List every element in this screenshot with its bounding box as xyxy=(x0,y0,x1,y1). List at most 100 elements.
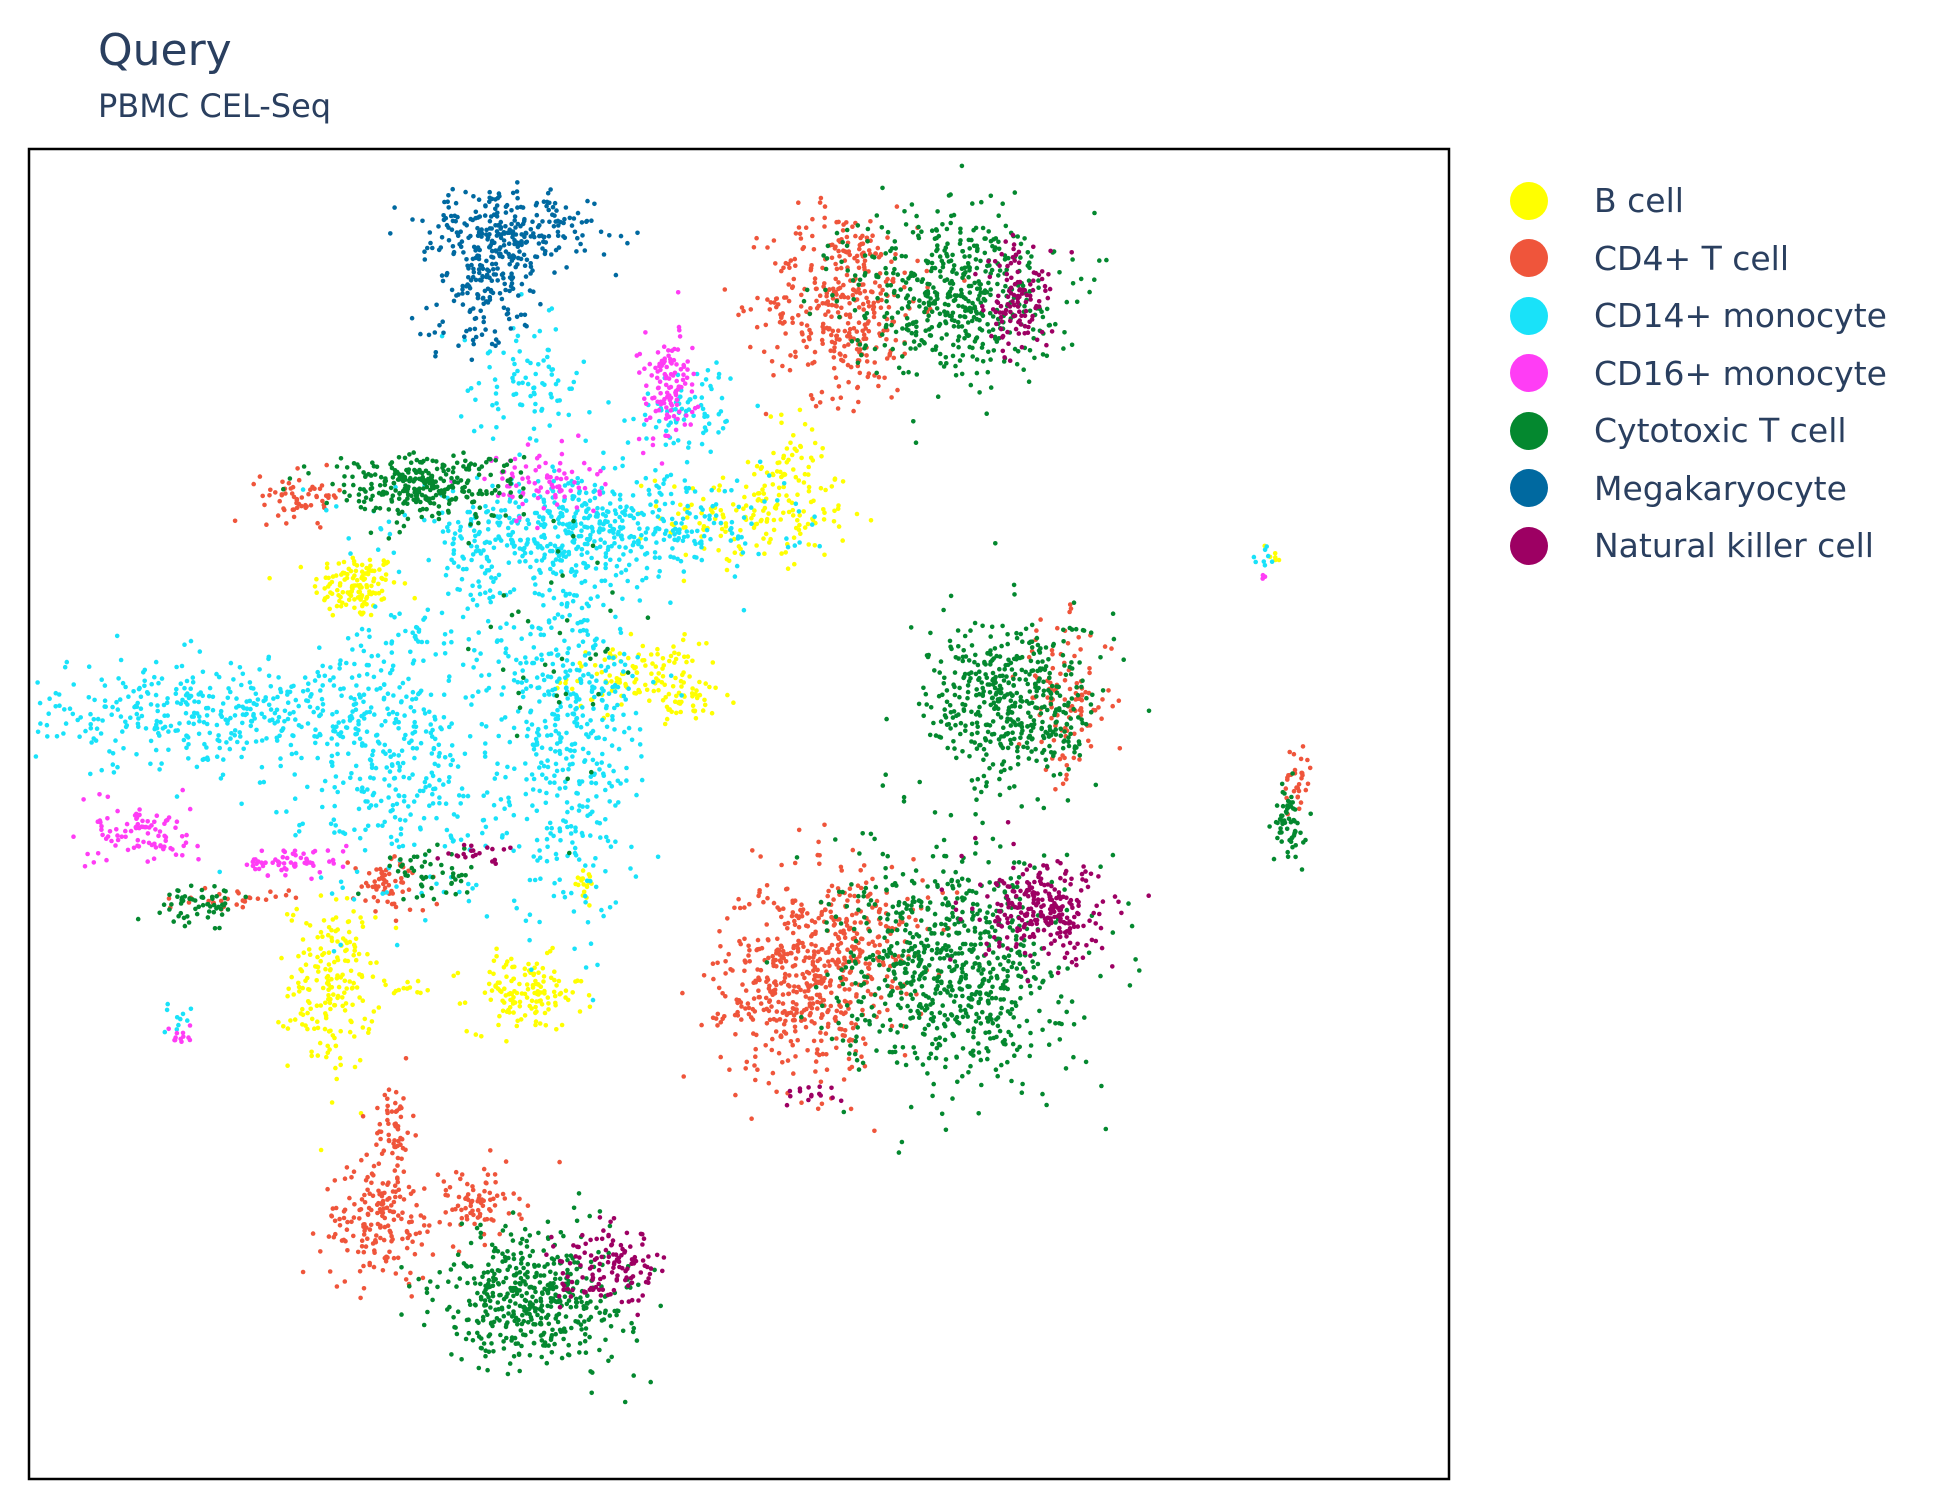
data-point xyxy=(583,565,589,570)
data-point xyxy=(305,975,310,981)
data-point xyxy=(576,490,582,496)
data-point xyxy=(165,817,170,823)
data-point xyxy=(352,1034,357,1039)
data-point xyxy=(681,372,686,378)
data-point xyxy=(391,1199,397,1205)
data-point xyxy=(255,697,261,702)
data-point xyxy=(248,706,253,712)
data-point xyxy=(609,743,615,748)
data-point xyxy=(317,645,322,650)
data-point xyxy=(850,278,856,283)
data-point xyxy=(610,714,615,719)
data-point xyxy=(361,1286,367,1291)
data-point xyxy=(1262,563,1268,568)
data-point xyxy=(157,829,163,834)
data-point xyxy=(503,1159,509,1164)
data-point xyxy=(364,1225,369,1230)
data-point xyxy=(351,559,357,564)
data-point xyxy=(699,557,705,563)
data-point xyxy=(765,245,770,250)
data-point xyxy=(549,625,554,630)
data-point xyxy=(718,508,724,513)
data-point xyxy=(491,579,496,585)
data-point xyxy=(514,990,520,996)
data-point xyxy=(393,484,398,490)
data-point xyxy=(780,992,786,997)
data-point xyxy=(830,328,836,334)
data-point xyxy=(346,929,352,935)
data-point xyxy=(716,411,722,417)
data-point xyxy=(197,718,202,724)
data-point xyxy=(501,350,506,356)
data-point xyxy=(806,335,812,340)
data-point xyxy=(649,671,654,676)
data-point xyxy=(311,850,316,855)
data-point xyxy=(524,733,530,739)
data-point xyxy=(400,880,406,885)
data-point xyxy=(842,935,848,941)
data-point xyxy=(383,572,389,577)
data-point xyxy=(612,727,617,732)
data-point xyxy=(1062,755,1067,761)
data-point xyxy=(331,992,336,997)
data-point xyxy=(826,950,831,955)
data-point xyxy=(71,834,76,839)
data-point xyxy=(720,991,725,996)
data-point xyxy=(790,1006,796,1011)
data-point xyxy=(763,322,769,328)
data-point xyxy=(182,685,187,691)
data-point xyxy=(829,332,834,338)
data-point xyxy=(281,1024,286,1029)
data-point xyxy=(586,537,591,543)
data-point xyxy=(850,847,856,853)
data-point xyxy=(566,412,572,418)
data-point xyxy=(815,949,821,955)
data-point xyxy=(324,1054,329,1060)
data-point xyxy=(809,1005,815,1011)
data-point xyxy=(373,803,379,808)
data-point xyxy=(285,716,291,722)
data-point xyxy=(350,709,355,714)
data-point xyxy=(852,893,857,899)
data-point xyxy=(796,313,801,318)
data-point xyxy=(525,381,531,387)
data-point xyxy=(775,936,780,942)
data-point xyxy=(546,364,552,370)
data-point xyxy=(474,657,480,663)
data-point xyxy=(247,680,253,685)
data-point xyxy=(1087,670,1092,676)
data-point xyxy=(594,671,600,677)
data-point xyxy=(443,1187,449,1193)
data-point xyxy=(447,775,452,780)
data-point xyxy=(545,354,550,360)
data-point xyxy=(774,1009,780,1014)
data-point xyxy=(466,881,471,887)
data-point xyxy=(831,348,837,354)
data-point xyxy=(603,787,608,793)
data-point xyxy=(105,816,110,821)
data-point xyxy=(323,1000,328,1006)
data-point xyxy=(656,687,661,693)
data-point xyxy=(232,728,238,733)
data-point xyxy=(490,436,496,442)
data-point xyxy=(1058,671,1063,677)
data-point xyxy=(743,503,749,508)
data-point xyxy=(884,974,890,979)
data-point xyxy=(378,1235,383,1241)
data-point xyxy=(451,973,457,979)
data-point xyxy=(581,560,586,566)
data-point xyxy=(516,504,522,510)
data-point xyxy=(184,678,190,684)
data-point xyxy=(463,695,469,700)
data-point xyxy=(448,629,454,634)
data-point xyxy=(533,468,538,473)
data-point xyxy=(359,920,365,925)
data-point xyxy=(679,684,684,689)
data-point xyxy=(523,464,529,469)
data-point xyxy=(1116,698,1122,703)
data-point xyxy=(640,577,645,583)
data-point xyxy=(717,483,722,488)
data-point xyxy=(781,1021,787,1027)
data-point xyxy=(225,718,231,723)
data-point xyxy=(727,1067,732,1072)
